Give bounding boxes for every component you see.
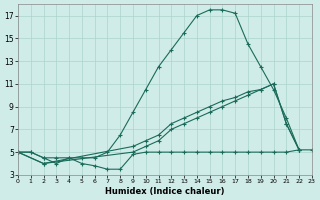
X-axis label: Humidex (Indice chaleur): Humidex (Indice chaleur) — [105, 187, 225, 196]
